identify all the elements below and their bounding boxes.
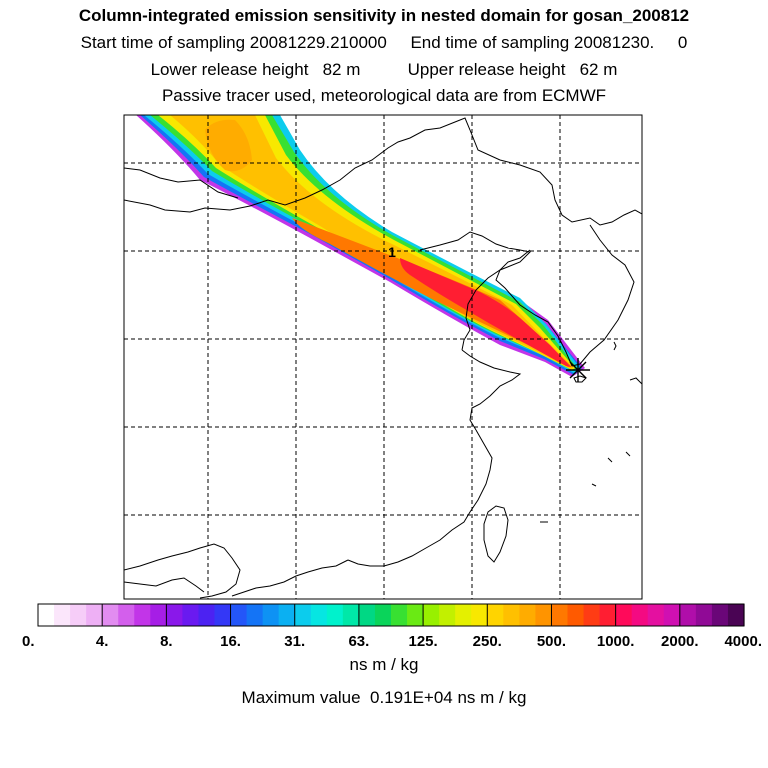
coast-korea-west bbox=[495, 249, 573, 367]
receptor-marker bbox=[566, 358, 590, 382]
colorbar-swatch bbox=[54, 604, 71, 626]
emission-sensitivity-plume bbox=[136, 115, 585, 377]
island-ryukyu-1 bbox=[591, 483, 597, 487]
colorbar-swatch bbox=[615, 604, 633, 626]
border-manchuria bbox=[469, 129, 642, 226]
island-jeju bbox=[573, 375, 587, 383]
border-mongolia-north bbox=[124, 117, 471, 213]
coast-south-china bbox=[231, 559, 349, 597]
coast-japan-kyushu bbox=[629, 377, 642, 385]
tracer-info-line: Passive tracer used, meteorological data… bbox=[161, 86, 607, 105]
colorbar-swatch bbox=[70, 604, 87, 626]
graticule bbox=[124, 115, 642, 599]
coast-bohai bbox=[419, 231, 532, 351]
colorbar-swatch bbox=[423, 604, 440, 626]
colorbar-tick-label: 250. bbox=[473, 633, 502, 650]
colorbar-tick-label: 31. bbox=[284, 633, 305, 650]
colorbar-swatch bbox=[246, 604, 264, 626]
colorbar-swatch bbox=[342, 604, 360, 626]
coast-east-china bbox=[347, 429, 493, 567]
colorbar-swatch bbox=[278, 604, 296, 626]
coast-shandong bbox=[461, 349, 522, 431]
colorbar-swatch bbox=[118, 604, 135, 626]
colorbar-swatch bbox=[391, 604, 408, 626]
colorbar-swatch bbox=[358, 604, 376, 626]
coastlines-and-borders bbox=[124, 117, 642, 599]
colorbar-tick-label: 0. bbox=[22, 633, 35, 650]
map-frame bbox=[123, 114, 643, 600]
maximum-value-note: Maximum value 0.191E+04 ns m / kg bbox=[241, 688, 527, 707]
border-mongolia-south bbox=[124, 167, 239, 199]
colorbar-swatch bbox=[663, 604, 681, 626]
colorbar-swatch bbox=[727, 604, 745, 626]
colorbar-swatch bbox=[631, 604, 649, 626]
colorbar-swatch bbox=[583, 604, 601, 626]
sampling-time-line: Start time of sampling 20081229.210000 E… bbox=[80, 33, 688, 52]
border-vietnam bbox=[124, 577, 205, 593]
island-okinawa-2 bbox=[625, 451, 631, 457]
colorbar-swatch bbox=[567, 604, 585, 626]
release-height-line: Lower release height 82 m Upper release … bbox=[150, 60, 618, 79]
colorbar-swatch bbox=[455, 604, 472, 626]
island-okinawa-1 bbox=[607, 457, 613, 463]
colorbar-swatch bbox=[86, 604, 103, 626]
colorbar-swatch bbox=[535, 604, 553, 626]
colorbar-swatch bbox=[503, 604, 520, 626]
colorbar-swatch bbox=[262, 604, 280, 626]
colorbar-swatch bbox=[471, 604, 488, 626]
colorbar-tick-label: 4000. bbox=[724, 633, 762, 650]
colorbar-swatch bbox=[310, 604, 328, 626]
colorbar-swatch bbox=[519, 604, 537, 626]
map-title: Column-integrated emission sensitivity i… bbox=[78, 6, 690, 25]
colorbar-swatch bbox=[214, 604, 232, 626]
colorbar-swatch bbox=[182, 604, 200, 626]
colorbar-swatch bbox=[38, 604, 55, 626]
colorbar-swatch bbox=[439, 604, 456, 626]
colorbar-swatch bbox=[102, 604, 119, 626]
colorbar-units: ns m / kg bbox=[349, 655, 419, 674]
plume-layer-upper-core bbox=[205, 119, 252, 172]
colorbar-swatch bbox=[551, 604, 569, 626]
colorbar bbox=[38, 604, 745, 626]
colorbar-swatch bbox=[711, 604, 729, 626]
colorbar-swatch bbox=[326, 604, 344, 626]
border-southwest bbox=[124, 543, 241, 599]
colorbar-tick-label: 125. bbox=[408, 633, 437, 650]
colorbar-swatch bbox=[166, 604, 184, 626]
colorbar-swatch bbox=[487, 604, 504, 626]
colorbar-swatch bbox=[599, 604, 617, 626]
colorbar-swatch bbox=[679, 604, 697, 626]
colorbar-tick-label: 4. bbox=[96, 633, 109, 650]
island-taiwan bbox=[483, 505, 509, 563]
colorbar-swatch bbox=[198, 604, 216, 626]
colorbar-tick-label: 1000. bbox=[597, 633, 635, 650]
colorbar-tick-label: 8. bbox=[160, 633, 173, 650]
colorbar-swatch bbox=[134, 604, 151, 626]
plume-layer-red bbox=[400, 258, 571, 367]
colorbar-swatch bbox=[150, 604, 167, 626]
colorbar-swatch bbox=[374, 604, 392, 626]
colorbar-swatch bbox=[230, 604, 248, 626]
colorbar-ticks: 0. 4. 8. 16. 31. 63. 125. 250. 500. 1000. 2000. 400… bbox=[22, 604, 762, 650]
colorbar-tick-label: 2000. bbox=[661, 633, 699, 650]
colorbar-swatch bbox=[294, 604, 312, 626]
colorbar-tick-label: 63. bbox=[348, 633, 369, 650]
colorbar-swatch bbox=[407, 604, 424, 626]
colorbar-swatch bbox=[647, 604, 665, 626]
colorbar-tick-label: 500. bbox=[537, 633, 566, 650]
colorbar-frame bbox=[37, 603, 745, 627]
coast-korea-east bbox=[571, 224, 635, 367]
plume-label: 1 bbox=[388, 244, 396, 260]
island-tsushima bbox=[613, 341, 617, 351]
colorbar-tick-label: 16. bbox=[220, 633, 241, 650]
colorbar-swatch bbox=[695, 604, 713, 626]
